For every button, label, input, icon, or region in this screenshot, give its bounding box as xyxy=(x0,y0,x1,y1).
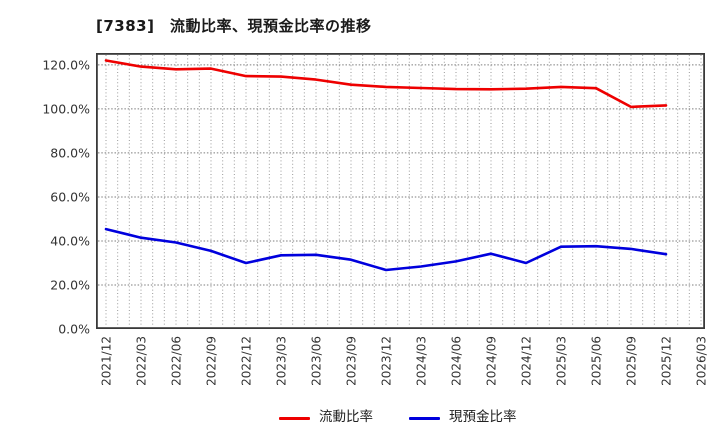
y-tick-label: 20.0% xyxy=(50,277,90,292)
x-tick-label: 2022/12 xyxy=(240,336,254,386)
x-tick-label: 2023/03 xyxy=(275,336,289,386)
cash-ratio-line xyxy=(104,227,668,272)
legend-line-swatch xyxy=(279,416,310,420)
legend-label: 流動比率 xyxy=(319,409,373,426)
legend-line-swatch xyxy=(409,416,440,420)
plot-frame xyxy=(96,53,706,330)
x-tick-label: 2022/03 xyxy=(135,336,149,386)
current-ratio-line xyxy=(104,59,668,109)
x-tick-label: 2025/06 xyxy=(590,336,604,386)
x-tick-label: 2023/12 xyxy=(380,336,394,386)
x-tick-label: 2025/12 xyxy=(660,336,674,386)
y-tick-label: 120.0% xyxy=(42,57,90,72)
x-tick-label: 2024/12 xyxy=(520,336,534,386)
legend-label: 現預金比率 xyxy=(449,409,517,426)
legend-item-current-ratio: 流動比率 xyxy=(279,411,373,425)
x-tick-label: 2025/03 xyxy=(555,336,569,386)
y-tick-label: 60.0% xyxy=(50,189,90,204)
x-tick-label: 2022/09 xyxy=(205,336,219,386)
x-tick-label: 2022/06 xyxy=(170,336,184,386)
chart-title: [7383] 流動比率、現預金比率の推移 xyxy=(96,17,372,35)
y-tick-label: 100.0% xyxy=(42,101,90,116)
x-tick-label: 2024/03 xyxy=(415,336,429,386)
y-tick-label: 0.0% xyxy=(58,322,90,337)
x-tick-label: 2025/09 xyxy=(625,336,639,386)
y-tick-label: 40.0% xyxy=(50,233,90,248)
x-tick-label: 2023/06 xyxy=(310,336,324,386)
x-tick-label: 2024/06 xyxy=(450,336,464,386)
y-tick-label: 80.0% xyxy=(50,145,90,160)
x-tick-label: 2023/09 xyxy=(345,336,359,386)
x-tick-label: 2026/03 xyxy=(695,336,709,386)
legend: 流動比率 現預金比率 xyxy=(279,407,517,429)
x-tick-label: 2024/09 xyxy=(485,336,499,386)
legend-item-cash-ratio: 現預金比率 xyxy=(409,411,517,425)
x-tick-label: 2021/12 xyxy=(100,336,114,386)
